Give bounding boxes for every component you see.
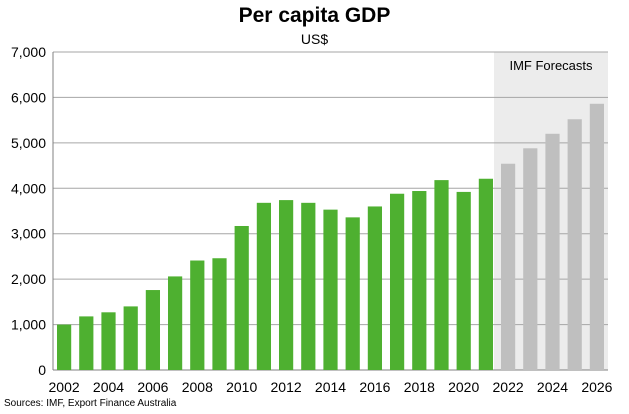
bar-2022 [500,163,516,370]
y-tick-label: 5,000 [11,135,46,151]
bars [56,103,605,370]
chart-title: Per capita GDP [238,4,391,27]
x-tick-label: 2010 [226,379,257,395]
bar-2008 [190,260,205,370]
x-tick-label: 2026 [581,379,612,395]
bar-2010 [234,225,249,370]
x-tick-label: 2014 [315,379,346,395]
chart-source: Sources: IMF, Export Finance Australia [4,398,177,409]
bar-2011 [256,202,272,370]
bar-2004 [101,312,116,370]
bar-2017 [389,193,405,370]
x-tick-label: 2004 [93,379,124,395]
bar-2006 [145,290,161,370]
y-tick-label: 2,000 [11,271,46,287]
x-axis: 2002 2004 2006 2008 2010 2012 2014 2016 2018 2020… [49,379,613,395]
bar-2020 [456,191,471,370]
bar-2018 [412,191,427,370]
x-tick-label: 2012 [271,379,302,395]
bar-2021 [478,178,494,370]
x-tick-label: 2008 [182,379,213,395]
x-tick-label: 2024 [537,379,568,395]
y-tick-label: 1,000 [11,317,46,333]
bar-2003 [79,316,94,370]
bar-2016 [367,206,383,370]
bar-2023 [523,148,538,370]
x-tick-label: 2016 [359,379,390,395]
bar-2005 [123,306,138,370]
y-tick-label: 3,000 [11,226,46,242]
bar-2019 [434,180,449,370]
grid-lines [52,51,608,371]
x-tick-label: 2006 [137,379,168,395]
bar-2007 [167,276,183,370]
bar-2002 [56,324,72,370]
x-tick-label: 2002 [49,379,80,395]
bar-2009 [212,258,227,370]
bar-2024 [545,133,560,370]
y-tick-label: 0 [38,362,46,378]
bar-2026 [589,103,605,370]
bar-2012 [278,200,294,370]
bar-2025 [567,119,582,370]
chart-subtitle: US$ [300,31,329,47]
y-tick-label: 6,000 [11,89,46,105]
bar-2013 [301,202,316,370]
bar-2014 [323,209,338,370]
x-tick-label: 2018 [404,379,435,395]
bar-2015 [345,217,360,370]
y-axis: 0 1,000 2,000 3,000 4,000 5,000 6,000 7,000 [11,44,46,378]
forecast-label: IMF Forecasts [509,58,593,73]
y-tick-label: 4,000 [11,180,46,196]
x-tick-label: 2020 [448,379,479,395]
y-tick-label: 7,000 [11,44,46,60]
x-tick-label: 2022 [493,379,524,395]
